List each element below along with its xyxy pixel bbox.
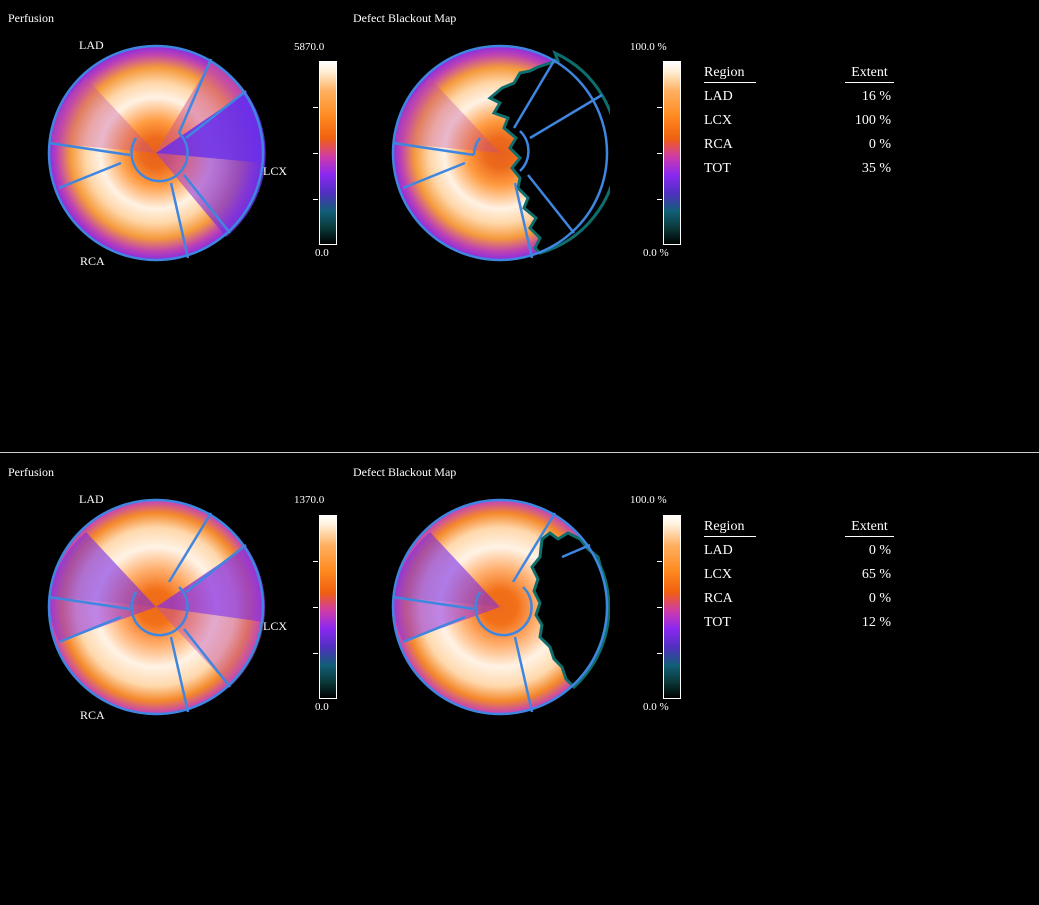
defect-map-title: Defect Blackout Map [353,465,457,479]
colorbar-tick [313,199,318,200]
perfusion-polar-map [47,44,266,262]
perfusion-scale-max: 5870.0 [294,41,325,53]
perfusion-scale-min: 0.0 [315,701,329,713]
colorbar-tick [313,153,318,154]
perfusion-scale-max: 1370.0 [294,494,325,506]
extent-column-header: Extent [845,65,894,83]
panel-divider [0,452,1039,453]
extent-cell: 65 % [861,567,891,582]
region-column-header: Region [704,519,756,537]
extent-cell: 12 % [861,615,891,630]
colorbar-tick [657,153,662,154]
colorbar-tick [313,107,318,108]
lcx-label: LCX [263,164,287,178]
region-cell: LAD [704,89,733,104]
perfusion-title: Perfusion [8,465,54,479]
colorbar-tick [313,653,318,654]
region-cell: LCX [704,567,732,582]
colorbar-tick [313,607,318,608]
region-cell: RCA [704,591,733,606]
region-cell: LCX [704,113,732,128]
extent-cell: 100 % [854,113,891,128]
perfusion-scale-min: 0.0 [315,247,329,259]
perfusion-colorbar [319,515,337,699]
study-panel-bottom: Perfusion Defect Blackout Map LAD LCX RC… [0,453,1039,905]
region-cell: TOT [704,615,731,630]
perfusion-title: Perfusion [8,11,54,25]
defect-blackout-map [391,498,610,716]
defect-scale-min: 0.0 % [643,701,669,713]
region-cell: LAD [704,543,733,558]
colorbar-tick [657,607,662,608]
defect-colorbar [663,61,681,245]
region-cell: RCA [704,137,733,152]
lad-label: LAD [79,492,104,506]
defect-scale-max: 100.0 % [630,494,667,506]
study-panel-top: Perfusion Defect Blackout Map LAD LCX RC… [0,0,1039,452]
defect-colorbar [663,515,681,699]
colorbar-tick [657,561,662,562]
defect-blackout-map [391,44,610,262]
defect-scale-max: 100.0 % [630,41,667,53]
extent-cell: 0 % [868,543,891,558]
colorbar-tick [657,107,662,108]
rca-label: RCA [80,254,105,268]
extent-column-header: Extent [845,519,894,537]
region-cell: TOT [704,161,731,176]
colorbar-tick [657,653,662,654]
colorbar-tick [657,199,662,200]
extent-cell: 0 % [868,591,891,606]
extent-table: Region Extent LAD 16 % LCX 100 % RCA 0 %… [704,65,904,185]
extent-cell: 0 % [868,137,891,152]
defect-map-title: Defect Blackout Map [353,11,457,25]
perfusion-colorbar [319,61,337,245]
perfusion-polar-map [47,498,266,716]
rca-label: RCA [80,708,105,722]
region-column-header: Region [704,65,756,83]
lad-label: LAD [79,38,104,52]
extent-cell: 35 % [861,161,891,176]
extent-table: Region Extent LAD 0 % LCX 65 % RCA 0 % T… [704,519,904,639]
extent-cell: 16 % [861,89,891,104]
lcx-label: LCX [263,619,287,633]
colorbar-tick [313,561,318,562]
defect-scale-min: 0.0 % [643,247,669,259]
